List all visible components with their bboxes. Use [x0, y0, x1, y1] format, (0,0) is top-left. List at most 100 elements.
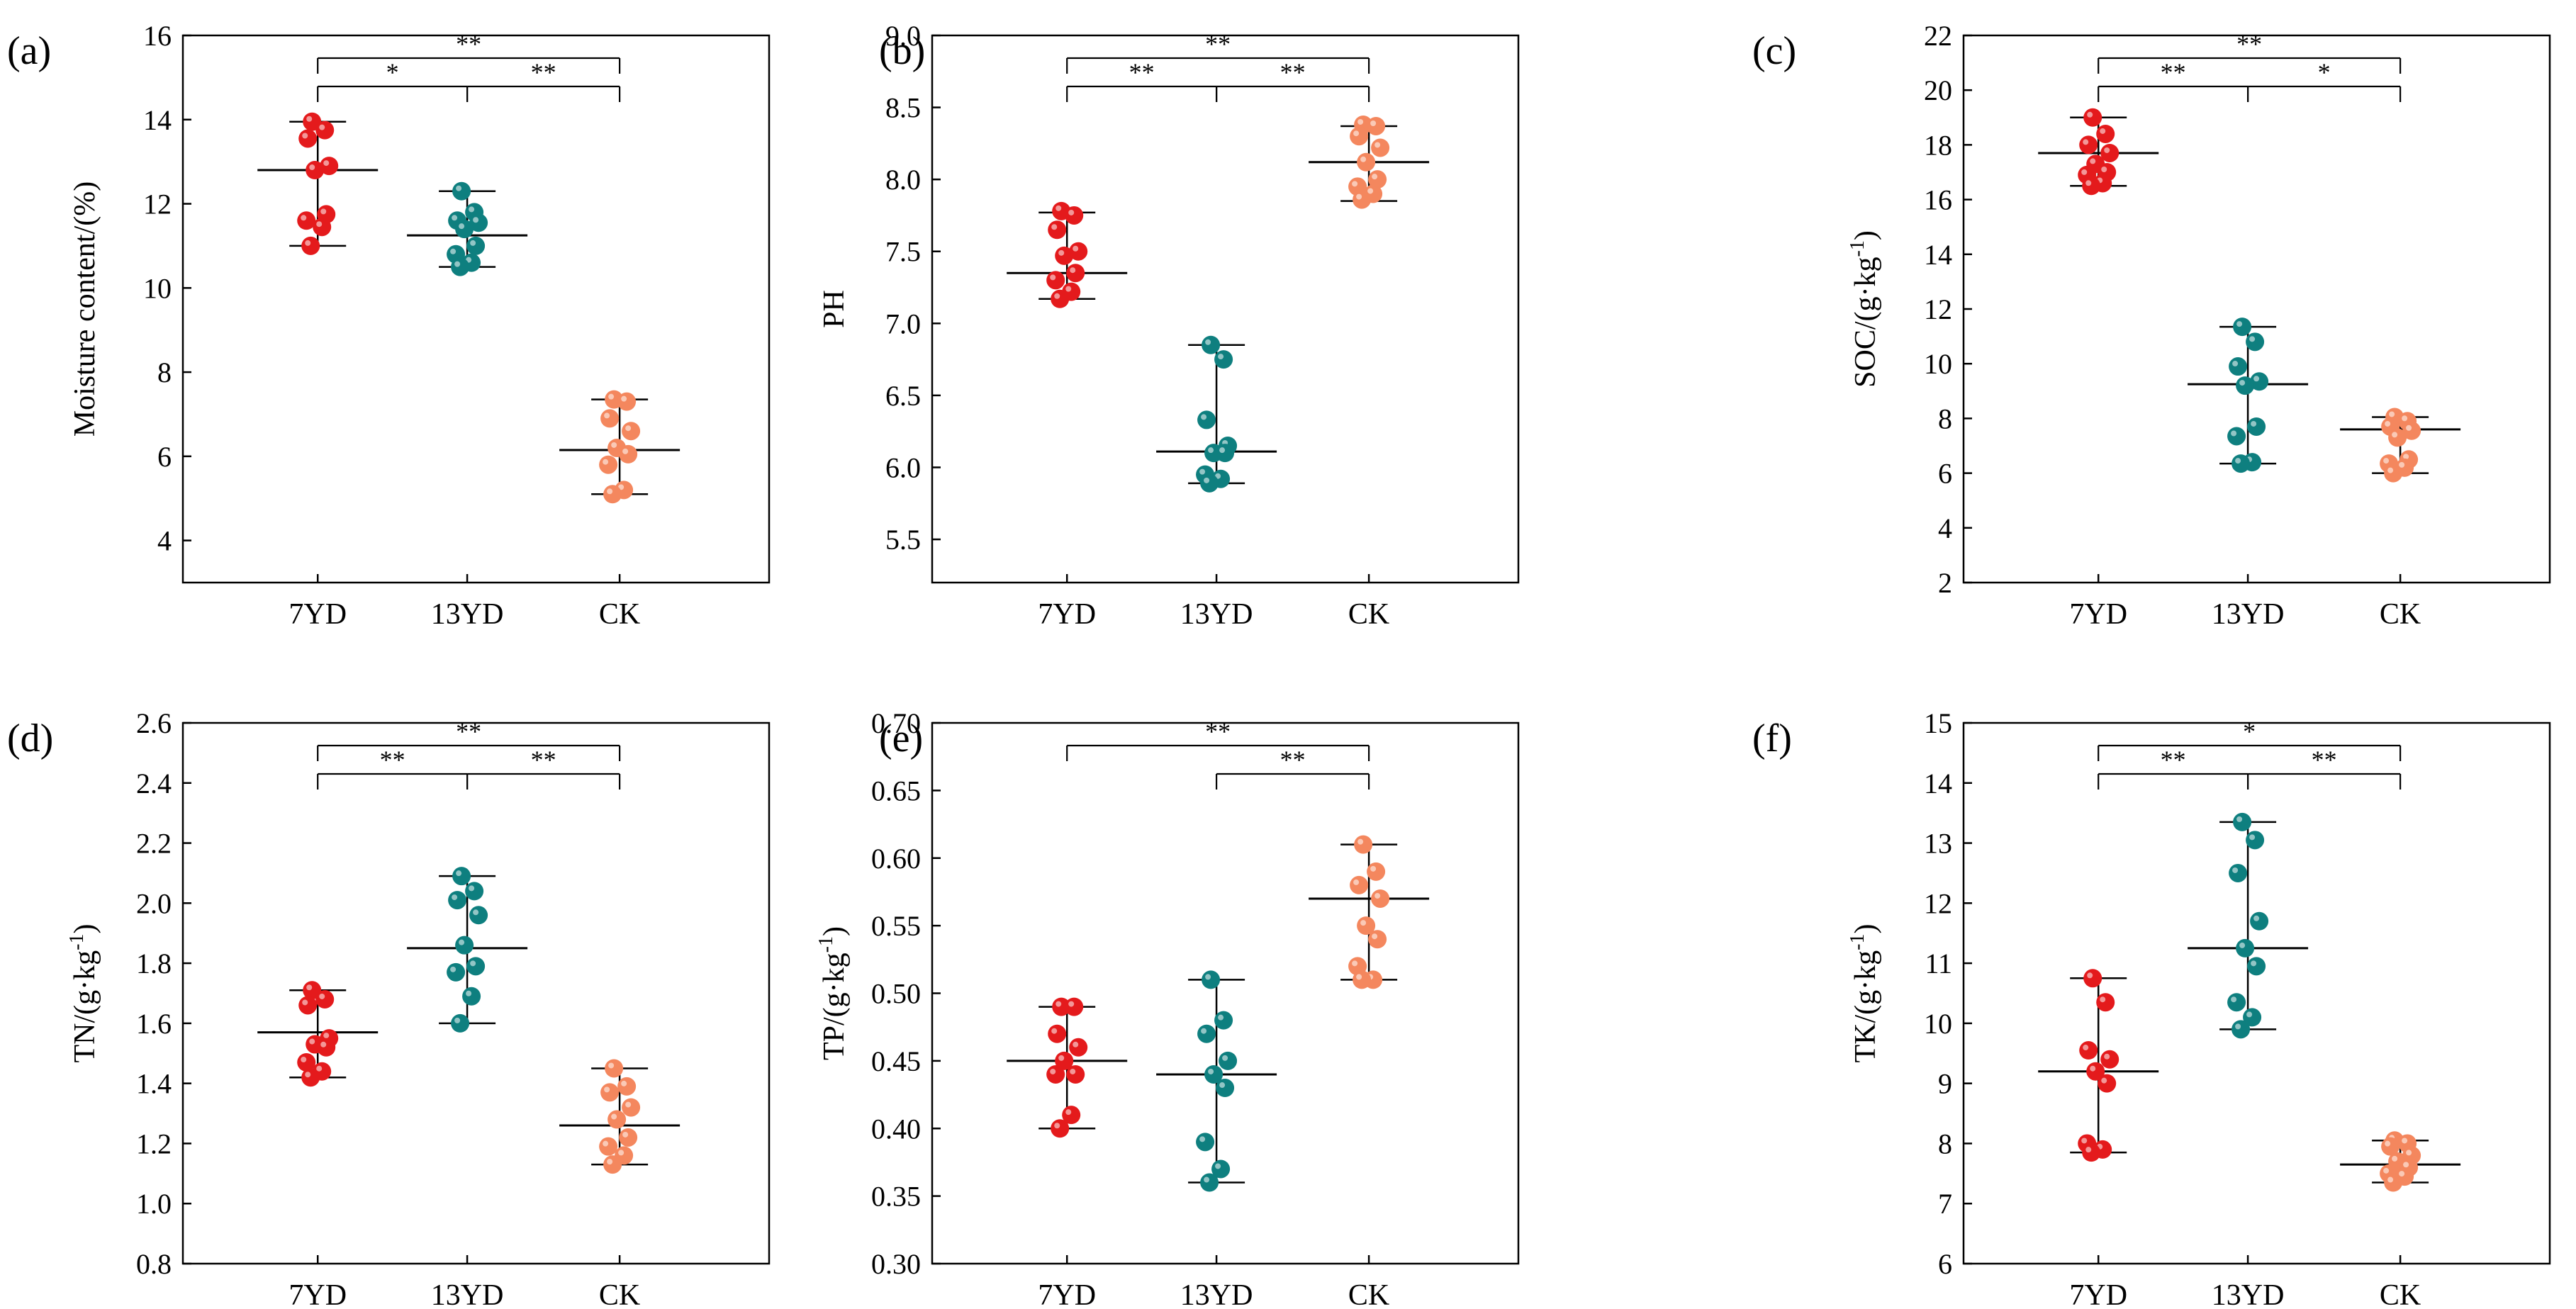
x-tick-label: 7YD	[289, 1279, 347, 1309]
data-point-highlight	[603, 1140, 609, 1147]
data-point-highlight	[604, 1086, 610, 1093]
data-point-highlight	[1204, 1176, 1210, 1183]
data-point-highlight	[1353, 130, 1360, 137]
y-tick-label: 20	[1924, 74, 1952, 106]
data-point	[1216, 1079, 1235, 1098]
data-point-highlight	[452, 215, 458, 221]
significance-label: **	[2161, 58, 2186, 86]
y-tick-label: 0.65	[871, 775, 921, 807]
y-tick-label: 14	[1924, 239, 1952, 271]
data-point-highlight	[470, 960, 476, 967]
data-point-highlight	[2246, 1011, 2253, 1018]
significance-bracket: *	[2098, 717, 2402, 761]
panel-b: (b) 5.5 6.0 6.5 7.0 7.5 8.0 8.5 9.0 PH 7YD 13YD CK **…	[818, 20, 1520, 631]
data-point-highlight	[454, 1017, 461, 1023]
data-point-highlight	[2100, 996, 2106, 1003]
data-point-highlight	[1055, 1001, 1062, 1007]
significance-bracket: **	[466, 58, 621, 102]
data-point-highlight	[1219, 1082, 1226, 1089]
data-point-highlight	[469, 885, 475, 892]
data-point	[2100, 1050, 2119, 1069]
group-7YD	[2038, 969, 2159, 1162]
significance-bracket: **	[1066, 30, 1370, 74]
data-point-highlight	[1357, 838, 1364, 845]
significance-bracket: **	[317, 30, 621, 74]
data-point	[1371, 138, 1390, 157]
data-point	[1202, 335, 1221, 354]
data-point	[1048, 220, 1067, 240]
y-tick-label: 2.4	[136, 768, 172, 799]
data-point-highlight	[1070, 1068, 1076, 1074]
data-point-highlight	[2235, 1023, 2241, 1030]
data-point	[1367, 862, 1386, 881]
data-point	[1350, 127, 1369, 146]
data-point	[1048, 1024, 1067, 1043]
data-point	[313, 218, 332, 237]
x-tick-label: 13YD	[1180, 1279, 1253, 1309]
data-point	[2236, 376, 2255, 395]
data-point	[1065, 206, 1084, 225]
data-point-highlight	[2402, 415, 2408, 422]
y-tick-label: 0.8	[136, 1248, 172, 1280]
data-point	[2098, 1074, 2117, 1093]
data-point	[2083, 969, 2102, 988]
plot-frame	[181, 721, 771, 1265]
data-point-highlight	[1050, 1068, 1056, 1074]
y-tick-label: 16	[143, 20, 172, 52]
significance-label: **	[2161, 746, 2186, 774]
y-tick-label: 9	[1938, 1068, 1952, 1100]
x-tick-label: 13YD	[1180, 598, 1253, 631]
group-7YD	[257, 112, 379, 255]
data-point	[1368, 930, 1387, 949]
y-tick-label: 0.35	[871, 1181, 921, 1213]
significance-bracket: **	[466, 746, 621, 790]
data-point-highlight	[2251, 420, 2257, 427]
data-point-highlight	[1068, 1001, 1075, 1007]
data-point-highlight	[1058, 1055, 1065, 1061]
data-point-highlight	[625, 425, 632, 432]
group-7YD	[257, 981, 379, 1087]
data-point-highlight	[1073, 1041, 1079, 1047]
data-point-highlight	[1201, 414, 1207, 420]
panel-label: (a)	[7, 29, 51, 73]
data-point	[603, 485, 622, 504]
data-point	[315, 120, 335, 140]
data-point-highlight	[2392, 1155, 2398, 1162]
data-point	[2079, 1041, 2098, 1060]
significance-bracket: **	[317, 746, 469, 790]
data-point	[447, 962, 466, 982]
data-point-highlight	[2389, 411, 2395, 417]
data-point	[622, 422, 641, 441]
data-point	[466, 957, 486, 976]
y-tick-label: 4	[1938, 512, 1952, 544]
x-tick-label: 7YD	[1038, 598, 1096, 631]
data-point	[1069, 1038, 1088, 1057]
data-point	[1350, 875, 1369, 894]
significance-bracket: **	[2098, 30, 2402, 74]
data-point	[2082, 176, 2101, 196]
y-tick-label: 0.40	[871, 1113, 921, 1145]
data-point	[2082, 1143, 2101, 1162]
data-point	[2096, 124, 2115, 143]
data-point-highlight	[309, 1038, 315, 1045]
data-point	[315, 989, 335, 1009]
data-point-highlight	[611, 1113, 617, 1120]
x-tick-label: CK	[1348, 598, 1389, 631]
data-point-highlight	[1370, 120, 1377, 126]
data-point-highlight	[473, 909, 479, 916]
data-point-highlight	[2085, 180, 2092, 186]
data-point-highlight	[1219, 447, 1226, 454]
data-point-highlight	[316, 221, 323, 227]
x-tick-label: 13YD	[431, 1279, 504, 1309]
y-tick-label: 2.0	[136, 887, 172, 919]
data-point-highlight	[2101, 167, 2107, 172]
y-tick-label: 9.0	[885, 20, 921, 52]
data-point	[619, 1128, 638, 1147]
data-point	[301, 236, 320, 255]
data-point	[2229, 863, 2248, 882]
data-point-highlight	[2402, 1137, 2408, 1144]
y-tick-label: 1.2	[136, 1128, 172, 1159]
data-point-highlight	[607, 488, 613, 495]
y-axis-label: TK/(g·kg-1)	[1847, 924, 1882, 1063]
